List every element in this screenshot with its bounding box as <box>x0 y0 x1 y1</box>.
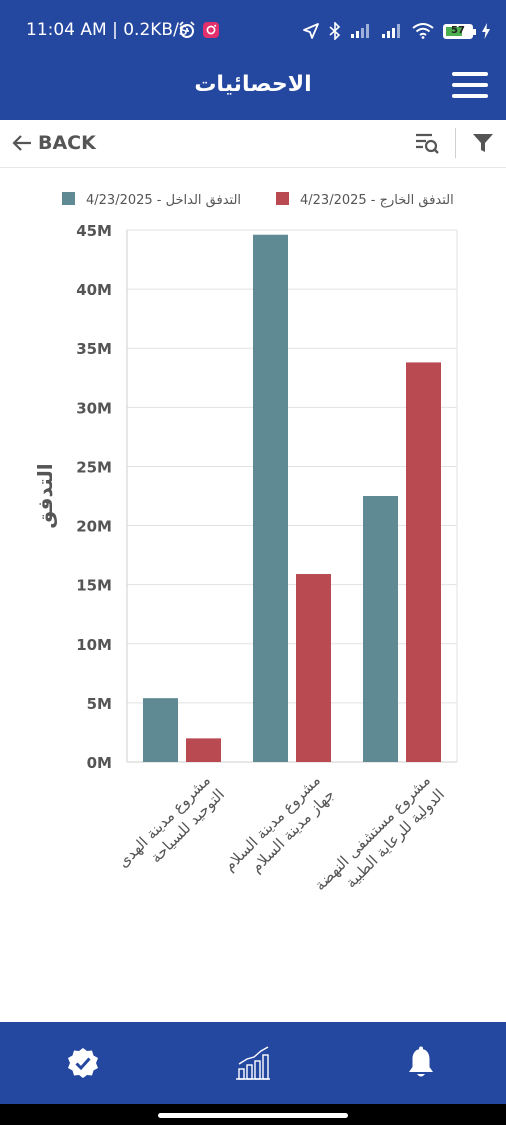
location-icon <box>303 23 319 39</box>
y-tick-label: 0M <box>87 754 112 772</box>
app-bar: 11:04 AM | 0.2KB/s <box>0 0 506 120</box>
bar <box>186 738 221 762</box>
y-axis-label: التدفق <box>33 463 57 528</box>
bar-chart-icon <box>236 1046 270 1080</box>
nav-item-statistics[interactable] <box>230 1040 276 1086</box>
legend-swatch <box>62 192 75 205</box>
y-tick-label: 10M <box>76 636 112 654</box>
toolbar: BACK <box>0 120 506 168</box>
bar <box>296 574 331 762</box>
legend-label: التدفق الداخل - 4/23/2025 <box>86 193 241 208</box>
y-tick-label: 45M <box>76 222 112 240</box>
legend-swatch <box>276 192 289 205</box>
y-tick-label: 30M <box>76 399 112 417</box>
bar <box>143 698 178 762</box>
alarm-icon <box>179 21 195 38</box>
title-bar: الاحصائيات <box>0 64 506 120</box>
bar <box>363 496 398 762</box>
status-bar: 11:04 AM | 0.2KB/s <box>0 0 506 64</box>
y-tick-label: 5M <box>87 695 112 713</box>
nav-item-approvals[interactable] <box>60 1040 106 1086</box>
back-label: BACK <box>38 132 96 154</box>
bluetooth-icon <box>329 22 341 40</box>
hamburger-menu-icon[interactable] <box>452 72 488 98</box>
bottom-nav <box>0 1022 506 1104</box>
battery-level: 57 <box>451 24 465 36</box>
list-search-icon[interactable] <box>414 130 440 160</box>
bar <box>253 234 288 762</box>
wifi-icon <box>412 23 434 39</box>
bell-icon <box>409 1046 433 1077</box>
signal-icon <box>382 24 400 38</box>
system-nav-bar <box>0 1104 506 1125</box>
legend-label: التدفق الخارج - 4/23/2025 <box>300 193 454 208</box>
nav-item-notifications[interactable] <box>398 1040 444 1086</box>
y-tick-label: 25M <box>76 458 112 476</box>
bar <box>406 362 441 762</box>
y-tick-label: 40M <box>76 281 112 299</box>
arrow-left-icon <box>12 135 31 151</box>
verified-check-icon <box>68 1048 98 1078</box>
bar-chart: 0M 5M 10M 15M 20M 25M 30M 35M 40M 45M التدفق مشروع … <box>33 192 458 894</box>
page-title: الاحصائيات <box>194 72 312 97</box>
y-tick-label: 20M <box>76 518 112 536</box>
chart-area: 0M 5M 10M 15M 20M 25M 30M 35M 40M 45M التدفق مشروع … <box>0 180 506 920</box>
y-tick-label: 15M <box>76 577 112 595</box>
signal-icon <box>351 24 369 38</box>
battery-icon: 57 <box>443 23 476 39</box>
y-tick-label: 35M <box>76 340 112 358</box>
charging-icon <box>482 23 490 39</box>
home-indicator[interactable] <box>158 1113 348 1118</box>
instagram-icon <box>203 22 219 38</box>
toolbar-divider <box>455 128 456 158</box>
status-icons: 57 <box>302 18 490 44</box>
filter-icon[interactable] <box>472 132 494 158</box>
back-button[interactable]: BACK <box>12 132 96 154</box>
status-time: 11:04 AM | 0.2KB/s <box>26 20 188 40</box>
